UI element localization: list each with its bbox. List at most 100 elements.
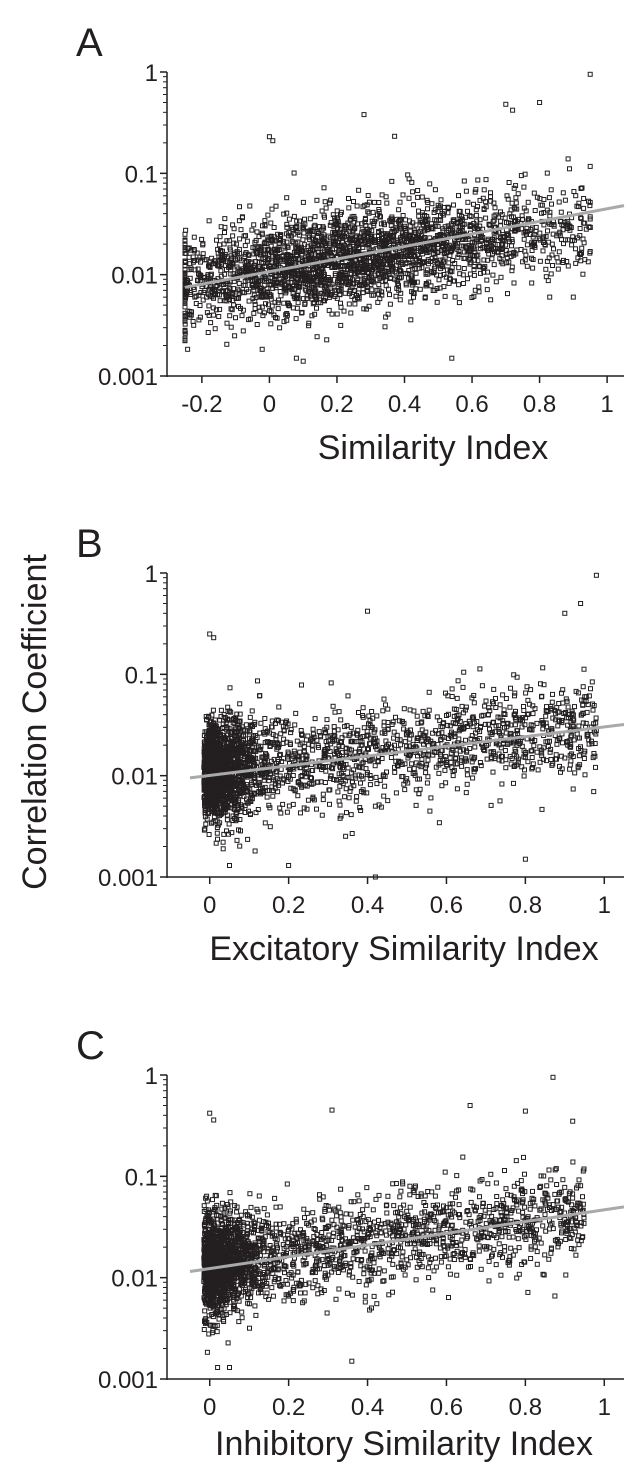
scatter-point-b [447,755,453,761]
scatter-point-a [585,259,591,265]
scatter-point-b [220,846,226,852]
scatter-point-a [469,295,475,300]
scatter-point-a [246,298,252,304]
scatter-point-a [262,218,268,224]
scatter-point-a [549,241,555,247]
scatter-point-b [366,713,372,719]
scatter-point-a [351,199,356,204]
scatter-point-a [370,209,376,215]
scatter-point-a [342,290,348,296]
scatter-point-a [579,245,585,251]
scatter-point-b [464,767,470,773]
scatter-point-a [346,196,351,201]
scatter-point-b [320,791,326,797]
scatter-point-a [190,319,196,324]
scatter-point-a [400,192,406,198]
scatter-point-b [324,717,330,723]
scatter-point-b [332,709,338,715]
scatter-point-b [582,772,588,778]
scatter-point-b [483,698,489,704]
scatter-point-a [206,218,212,224]
scatter-point-b [593,764,598,770]
scatter-point-a [472,287,478,293]
scatter-point-a [275,306,281,312]
scatter-point-b [327,801,332,807]
scatter-point-b [224,817,230,823]
scatter-outlier-a [537,100,543,105]
scatter-point-a [476,263,482,269]
scatter-point-b [314,806,319,812]
scatter-point-b [206,832,212,837]
scatter-point-b [278,810,284,816]
scatter-point-a [587,214,593,220]
scatter-point-b [336,798,342,804]
scatter-point-b [568,758,574,764]
scatter-point-a [571,189,577,194]
scatter-point-a [565,156,571,162]
scatter-point-a [217,306,223,312]
scatter-point-a [504,193,510,199]
scatter-point-b [449,694,455,699]
scatter-point-b [555,723,561,729]
scatter-point-a [191,234,197,240]
scatter-point-a [511,280,517,286]
scatter-point-a [472,225,478,231]
scatter-point-a [208,272,214,278]
scatter-point-a [513,195,519,201]
scatter-point-a [416,208,421,214]
scatter-point-a [217,248,223,253]
scatter-points-a [182,71,593,364]
scatter-point-a [251,222,257,228]
scatter-point-b [322,780,328,785]
scatter-point-a [251,310,257,316]
scatter-point-b [470,775,476,781]
scatter-point-a [534,194,540,200]
scatter-point-a [283,287,289,293]
scatter-point-a [546,195,552,201]
x-tick-label-a: 0.2 [320,391,353,418]
y-tick-label-a: 0.001 [98,364,158,391]
scatter-point-b [472,744,478,750]
scatter-point-b [382,783,388,789]
scatter-point-b [258,720,264,726]
scatter-point-b [374,713,380,719]
scatter-point-b [385,706,391,712]
scatter-point-a [558,209,564,215]
scatter-point-b [373,774,379,780]
scatter-point-a [228,324,234,330]
scatter-outlier-a [293,355,299,361]
scatter-point-a [277,325,283,331]
scatter-point-b [461,669,467,675]
scatter-point-a [291,170,297,176]
scatter-point-a [376,200,382,205]
scatter-point-b [234,837,240,843]
scatter-point-a [289,224,295,230]
scatter-point-a [408,317,414,323]
scatter-point-a [384,200,390,206]
scatter-points-b [201,572,599,880]
scatter-point-b [214,830,220,836]
scatter-point-b [450,773,456,779]
scatter-point-a [567,166,572,172]
scatter-point-b [348,724,354,730]
scatter-point-a [550,231,556,237]
scatter-point-a [396,223,402,229]
scatter-point-a [406,195,412,201]
scatter-point-a [237,236,243,242]
scatter-point-a [565,263,571,269]
scatter-point-a [382,324,388,330]
y-tick-label-a: 0.01 [111,263,158,290]
scatter-point-a [218,268,224,274]
scatter-point-a [281,211,287,217]
scatter-point-a [306,289,312,295]
scatter-point-b [356,710,361,715]
scatter-point-a [227,313,233,319]
scatter-point-a [554,255,560,261]
scatter-point-a [317,224,322,230]
scatter-point-b [593,715,599,721]
scatter-point-b [511,780,516,786]
scatter-point-a [346,301,352,307]
scatter-point-a [531,190,537,196]
scatter-point-a [268,309,274,315]
scatter-point-a [492,205,498,211]
